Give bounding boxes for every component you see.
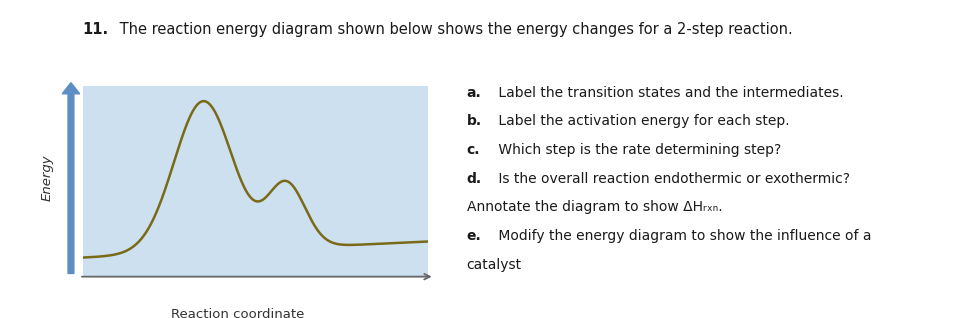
Text: c.: c. — [467, 143, 480, 157]
Text: Label the activation energy for each step.: Label the activation energy for each ste… — [494, 114, 789, 128]
Text: Is the overall reaction endothermic or exothermic?: Is the overall reaction endothermic or e… — [494, 172, 850, 186]
Text: Reaction coordinate: Reaction coordinate — [171, 308, 304, 318]
Text: Modify the energy diagram to show the influence of a: Modify the energy diagram to show the in… — [494, 229, 871, 243]
Text: e.: e. — [467, 229, 481, 243]
Text: The reaction energy diagram shown below shows the energy changes for a 2-step re: The reaction energy diagram shown below … — [115, 22, 792, 37]
Text: Label the transition states and the intermediates.: Label the transition states and the inte… — [494, 86, 844, 100]
Text: a.: a. — [467, 86, 481, 100]
Text: Annotate the diagram to show ΔHᵣₓₙ.: Annotate the diagram to show ΔHᵣₓₙ. — [467, 200, 722, 214]
Text: Which step is the rate determining step?: Which step is the rate determining step? — [494, 143, 781, 157]
Text: catalyst: catalyst — [467, 258, 522, 272]
Text: b.: b. — [467, 114, 482, 128]
Text: 11.: 11. — [83, 22, 109, 37]
Text: d.: d. — [467, 172, 482, 186]
Text: Energy: Energy — [40, 155, 53, 201]
